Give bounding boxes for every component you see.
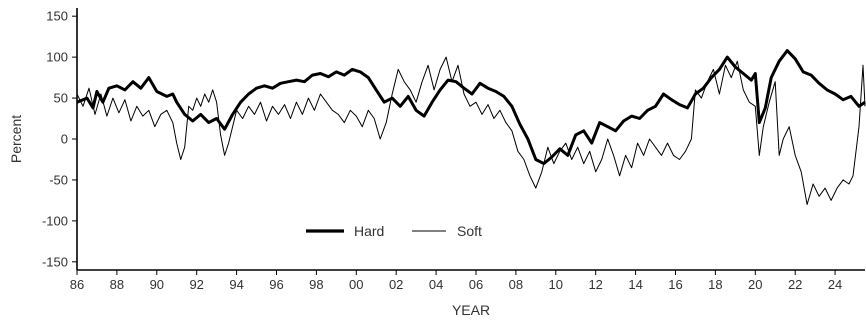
y-tick-label: 0 [61, 132, 68, 147]
y-tick-label: -100 [42, 213, 68, 228]
x-tick-label: 92 [189, 277, 203, 292]
x-tick-label: 94 [229, 277, 243, 292]
x-tick-label: 90 [150, 277, 164, 292]
x-axis-ticks: 86 88 90 92 94 96 98 00 02 04 06 08 10 12 14 16 18 20 22 24 [70, 270, 842, 292]
x-tick-label: 88 [110, 277, 124, 292]
x-tick-label: 20 [748, 277, 762, 292]
x-tick-label: 10 [549, 277, 563, 292]
x-tick-label: 02 [389, 277, 403, 292]
legend-label-hard: Hard [354, 223, 384, 239]
legend: Hard Soft [306, 223, 482, 239]
x-tick-label: 04 [429, 277, 443, 292]
y-tick-label: -50 [49, 172, 68, 187]
x-tick-label: 12 [588, 277, 602, 292]
x-tick-label: 98 [309, 277, 323, 292]
series-line-soft [76, 56, 866, 205]
y-tick-label: 100 [46, 50, 68, 65]
x-tick-label: 14 [628, 277, 642, 292]
y-axis-ticks: 150 100 50 0 -50 -100 -150 [42, 9, 77, 269]
y-tick-label: 50 [54, 91, 68, 106]
y-axis-label: Percent [8, 115, 24, 163]
x-tick-label: 22 [788, 277, 802, 292]
series-layer [76, 49, 866, 205]
y-tick-label: 150 [46, 9, 68, 24]
x-tick-label: 18 [708, 277, 722, 292]
x-tick-label: 06 [469, 277, 483, 292]
x-tick-label: 16 [668, 277, 682, 292]
x-tick-label: 08 [509, 277, 523, 292]
x-tick-label: 86 [70, 277, 84, 292]
y-tick-label: -150 [42, 254, 68, 269]
x-tick-label: 24 [828, 277, 842, 292]
x-tick-label: 00 [349, 277, 363, 292]
legend-label-soft: Soft [457, 223, 482, 239]
x-tick-label: 96 [269, 277, 283, 292]
series-line-hard [76, 49, 866, 166]
x-axis-label: YEAR [452, 302, 490, 318]
